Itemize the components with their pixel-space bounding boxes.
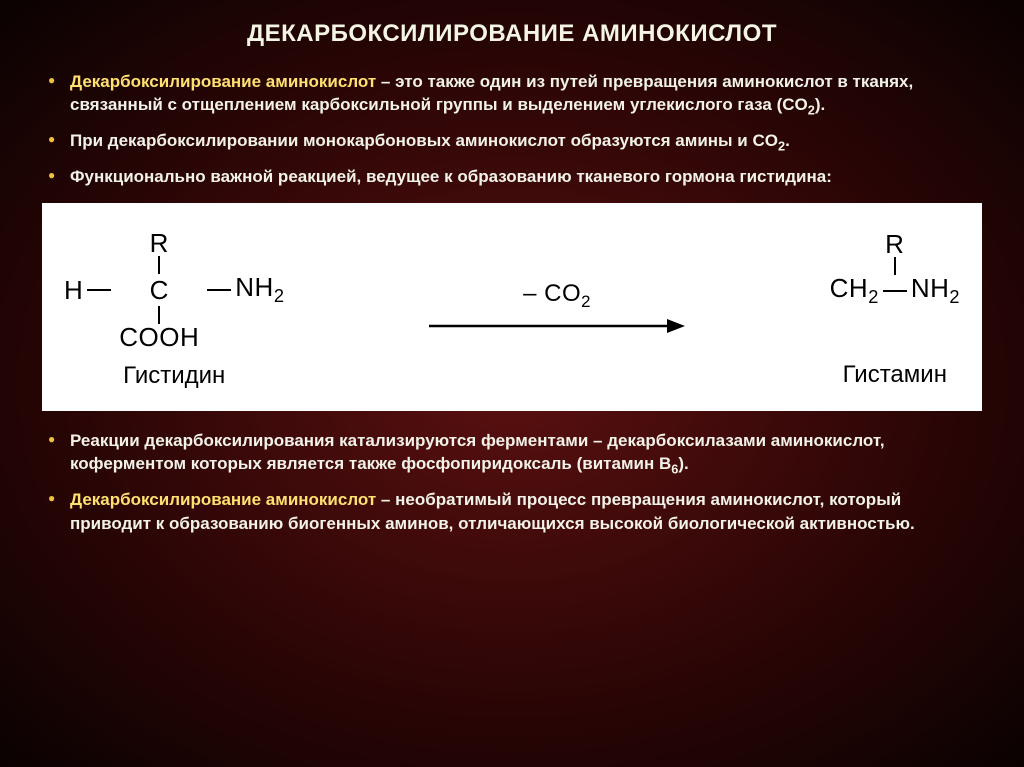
- bond-icon: [883, 290, 907, 292]
- molecule-right-label: Гистамин: [830, 363, 960, 387]
- atom-h: H: [64, 277, 83, 303]
- bullet-text: Функционально важной реакцией, ведущее к…: [70, 167, 832, 186]
- bond-icon: [207, 289, 231, 291]
- bullet-item: Функционально важной реакцией, ведущее к…: [42, 165, 982, 188]
- bond-icon: [87, 289, 111, 291]
- reaction-diagram: R H C NH2 COOH Гистидин – CO2: [42, 203, 982, 411]
- arrow-label: – CO2: [427, 280, 687, 312]
- atom-nh2: NH2: [911, 275, 960, 306]
- bullet-tail: ).: [678, 454, 688, 473]
- bullet-lead: Декарбоксилирование аминокислот: [70, 72, 376, 91]
- atom-r: R: [150, 230, 169, 256]
- atom-c: C: [150, 277, 169, 303]
- molecule-left: R H C NH2 COOH Гистидин: [64, 230, 284, 387]
- atom-cooh: COOH: [119, 324, 199, 350]
- molecule-left-label: Гистидин: [64, 364, 284, 388]
- bullet-tail: ).: [815, 95, 825, 114]
- bullet-item: Декарбоксилирование аминокислот – это та…: [42, 70, 982, 119]
- atom-nh2: NH2: [235, 274, 284, 305]
- atom-r: R: [885, 231, 904, 257]
- page-title: ДЕКАРБОКСИЛИРОВАНИЕ АМИНОКИСЛОТ: [42, 20, 982, 48]
- bullet-text: При декарбоксилировании монокарбоновых а…: [70, 131, 778, 150]
- bullet-sub: 2: [778, 139, 785, 154]
- bond-icon: [894, 257, 896, 275]
- bullet-item: При декарбоксилировании монокарбоновых а…: [42, 129, 982, 155]
- reaction-arrow: – CO2: [427, 280, 687, 338]
- bottom-bullets: Реакции декарбоксилирования катализируют…: [42, 429, 982, 535]
- bullet-sub: 2: [808, 103, 815, 118]
- top-bullets: Декарбоксилирование аминокислот – это та…: [42, 70, 982, 189]
- bullet-lead: Декарбоксилирование аминокислот: [70, 490, 376, 509]
- arrow-icon: [427, 314, 687, 338]
- molecule-right: R CH2 NH2 Гистамин: [830, 231, 960, 386]
- atom-ch2: CH2: [830, 275, 879, 306]
- bullet-item: Реакции декарбоксилирования катализируют…: [42, 429, 982, 478]
- bond-icon: [158, 256, 160, 274]
- bullet-text: Реакции декарбоксилирования катализируют…: [70, 431, 885, 473]
- bullet-item: Декарбоксилирование аминокислот – необра…: [42, 488, 982, 535]
- bullet-tail: .: [785, 131, 790, 150]
- bond-icon: [158, 306, 160, 324]
